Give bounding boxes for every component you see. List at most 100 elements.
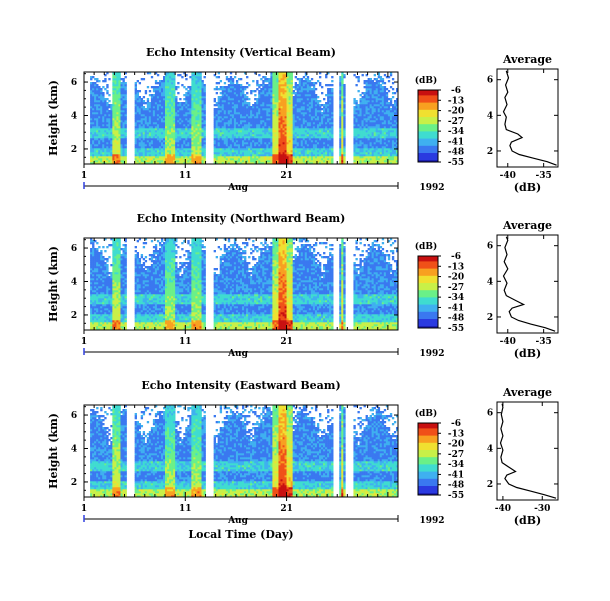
heatmap-cell <box>120 120 122 122</box>
heatmap-cell <box>232 128 234 130</box>
heatmap-cell <box>230 160 232 162</box>
heatmap-cell <box>102 122 104 124</box>
heatmap-cell <box>179 114 181 116</box>
heatmap-cell <box>183 118 185 120</box>
heatmap-cell <box>197 92 199 94</box>
heatmap-cell <box>224 122 226 124</box>
heatmap-cell <box>135 140 137 142</box>
heatmap-cell <box>246 102 248 104</box>
heatmap-cell <box>238 86 240 88</box>
heatmap-cell <box>165 92 167 94</box>
heatmap-cell <box>224 142 226 144</box>
heatmap-cell <box>145 134 147 136</box>
heatmap-cell <box>104 78 106 80</box>
heatmap-cell <box>260 158 262 160</box>
heatmap-cell <box>250 154 252 156</box>
heatmap-cell <box>246 144 248 146</box>
heatmap-cell <box>155 86 157 88</box>
heatmap-cell <box>96 140 98 142</box>
heatmap-cell <box>236 146 238 148</box>
heatmap-cell <box>125 88 127 90</box>
heatmap-cell <box>189 88 191 90</box>
heatmap-cell <box>224 158 226 160</box>
heatmap-cell <box>173 100 175 102</box>
heatmap-cell <box>149 108 151 110</box>
heatmap-cell <box>193 96 195 98</box>
heatmap-cell <box>104 132 106 134</box>
heatmap-cell <box>246 134 248 136</box>
heatmap-cell <box>232 158 234 160</box>
heatmap-cell <box>92 110 94 112</box>
heatmap-cell <box>157 122 159 124</box>
heatmap-cell <box>250 92 252 94</box>
heatmap-cell <box>102 100 104 102</box>
heatmap-cell <box>216 104 218 106</box>
heatmap-cell <box>248 118 250 120</box>
heatmap-cell <box>106 132 108 134</box>
heatmap-cell <box>155 98 157 100</box>
heatmap-cell <box>177 118 179 120</box>
heatmap-cell <box>153 106 155 108</box>
heatmap-cell <box>163 80 165 82</box>
heatmap-cell <box>96 90 98 92</box>
heatmap-cell <box>169 144 171 146</box>
heatmap-cell <box>240 130 242 132</box>
heatmap-cell <box>240 110 242 112</box>
heatmap-cell <box>220 142 222 144</box>
heatmap-cell <box>135 136 137 138</box>
heatmap-cell <box>122 80 124 82</box>
heatmap-cell <box>139 122 141 124</box>
heatmap-cell <box>106 160 108 162</box>
heatmap-cell <box>98 92 100 94</box>
heatmap-cell <box>260 124 262 126</box>
heatmap-cell <box>157 104 159 106</box>
heatmap-cell <box>155 152 157 154</box>
heatmap-cell <box>96 124 98 126</box>
heatmap-cell <box>96 112 98 114</box>
heatmap-cell <box>167 154 169 156</box>
heatmap-cell <box>94 128 96 130</box>
heatmap-cell <box>183 122 185 124</box>
heatmap-cell <box>202 154 204 156</box>
heatmap-cell <box>139 108 141 110</box>
heatmap-cell <box>193 92 195 94</box>
heatmap-cell <box>137 100 139 102</box>
heatmap-cell <box>204 144 206 146</box>
heatmap-cell <box>167 90 169 92</box>
heatmap-cell <box>100 142 102 144</box>
heatmap-cell <box>222 124 224 126</box>
heatmap-cell <box>159 150 161 152</box>
heatmap-cell <box>228 102 230 104</box>
heatmap-cell <box>258 124 260 126</box>
heatmap-cell <box>191 76 193 78</box>
heatmap-cell <box>102 150 104 152</box>
heatmap-cell <box>108 122 110 124</box>
heatmap-cell <box>171 158 173 160</box>
heatmap-cell <box>125 90 127 92</box>
heatmap-cell <box>153 158 155 160</box>
heatmap-cell <box>110 142 112 144</box>
heatmap-cell <box>224 88 226 90</box>
heatmap-cell <box>250 140 252 142</box>
heatmap-cell <box>96 142 98 144</box>
heatmap-cell <box>183 130 185 132</box>
heatmap-cell <box>252 142 254 144</box>
heatmap-cell <box>143 148 145 150</box>
heatmap-cell <box>112 154 114 156</box>
heatmap-cell <box>214 98 216 100</box>
heatmap-cell <box>185 124 187 126</box>
heatmap-cell <box>90 154 92 156</box>
heatmap-cell <box>100 138 102 140</box>
heatmap-cell <box>125 144 127 146</box>
heatmap-cell <box>224 86 226 88</box>
heatmap-cell <box>163 138 165 140</box>
heatmap-cell <box>204 86 206 88</box>
heatmap-cell <box>258 108 260 110</box>
heatmap-cell <box>246 116 248 118</box>
heatmap-cell <box>169 92 171 94</box>
heatmap-cell <box>149 152 151 154</box>
heatmap-cell <box>139 100 141 102</box>
heatmap-cell <box>224 92 226 94</box>
heatmap-cell <box>191 154 193 156</box>
heatmap-cell <box>234 114 236 116</box>
